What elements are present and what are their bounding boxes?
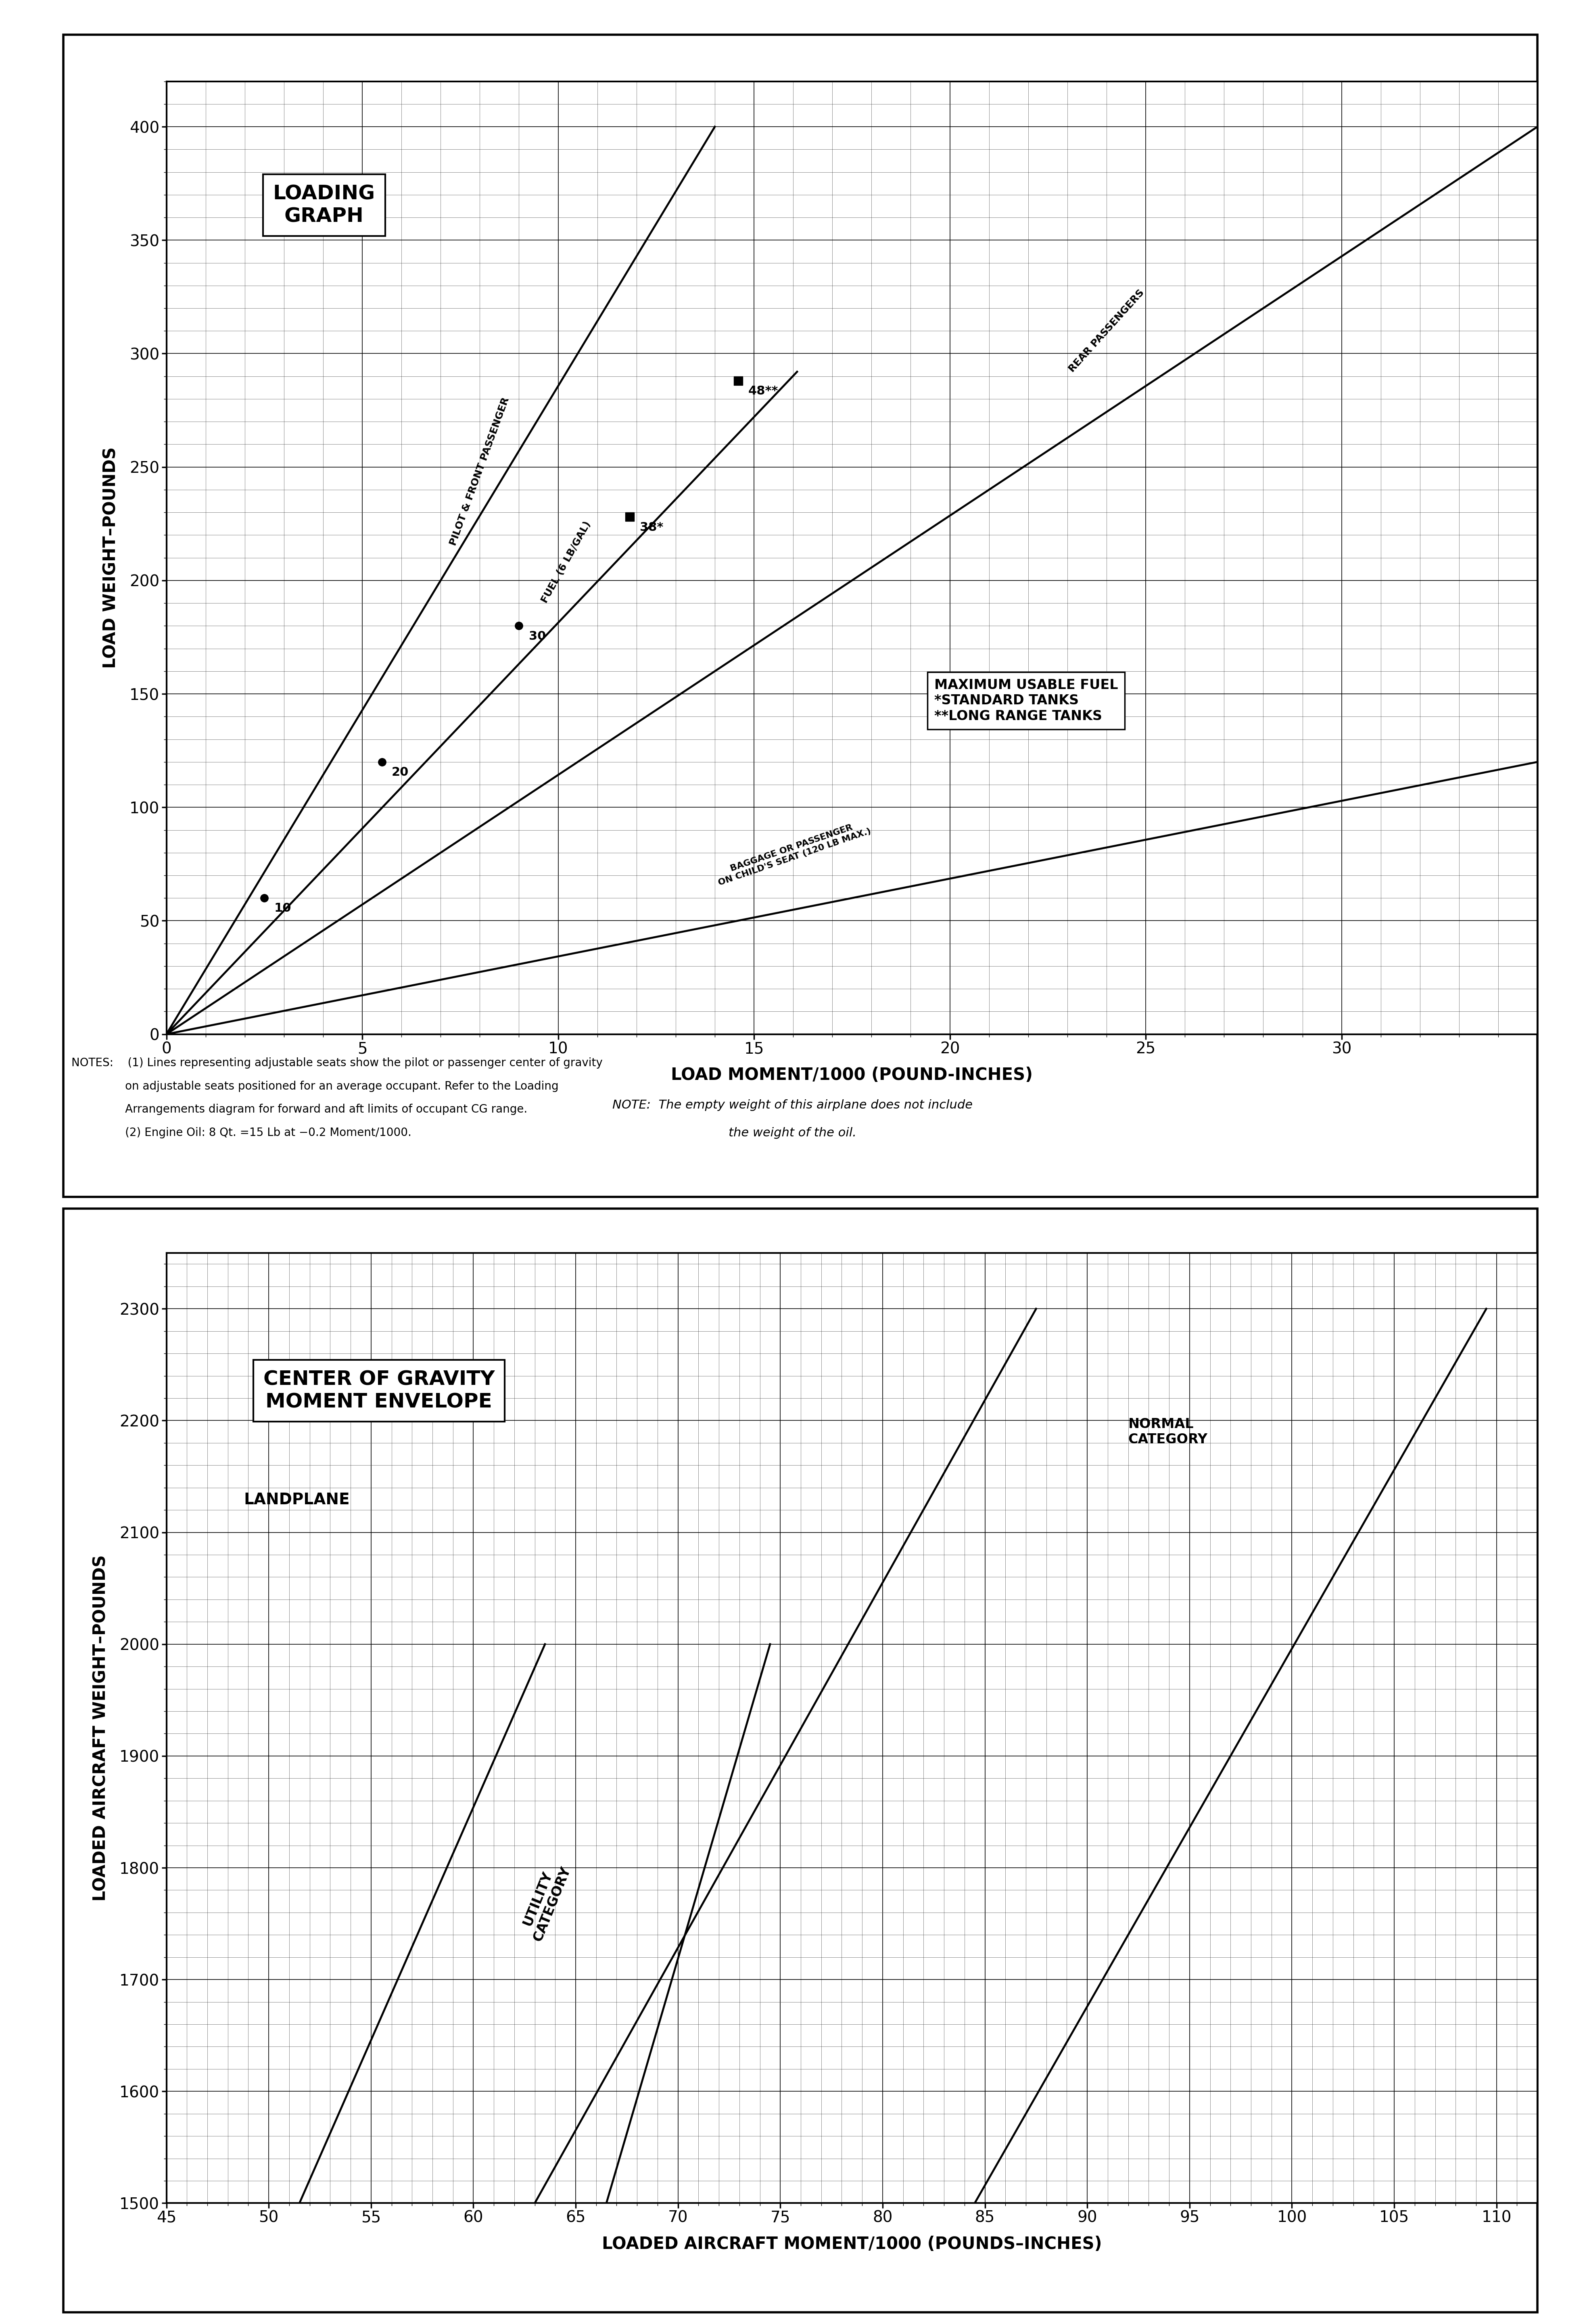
Y-axis label: LOAD WEIGHT–POUNDS: LOAD WEIGHT–POUNDS bbox=[103, 446, 119, 669]
Text: CENTER OF GRAVITY
MOMENT ENVELOPE: CENTER OF GRAVITY MOMENT ENVELOPE bbox=[263, 1369, 495, 1411]
X-axis label: LOAD MOMENT/1000 (POUND-INCHES): LOAD MOMENT/1000 (POUND-INCHES) bbox=[670, 1067, 1033, 1083]
Text: REAR PASSENGERS: REAR PASSENGERS bbox=[1067, 288, 1146, 374]
Text: 30: 30 bbox=[529, 630, 545, 641]
Text: FUEL (6 LB/GAL): FUEL (6 LB/GAL) bbox=[539, 521, 593, 604]
Text: NOTE:  The empty weight of this airplane does not include: NOTE: The empty weight of this airplane … bbox=[612, 1099, 973, 1111]
Text: UTILITY
CATEGORY: UTILITY CATEGORY bbox=[517, 1859, 574, 1943]
Text: LANDPLANE: LANDPLANE bbox=[244, 1492, 350, 1508]
Text: 10: 10 bbox=[274, 902, 292, 913]
Text: BAGGAGE OR PASSENGER
ON CHILD'S SEAT (120 LB MAX.): BAGGAGE OR PASSENGER ON CHILD'S SEAT (12… bbox=[715, 818, 872, 888]
Text: LOADING
GRAPH: LOADING GRAPH bbox=[273, 184, 376, 225]
Text: on adjustable seats positioned for an average occupant. Refer to the Loading: on adjustable seats positioned for an av… bbox=[71, 1081, 558, 1092]
Text: 20: 20 bbox=[391, 767, 409, 779]
Text: MAXIMUM USABLE FUEL
*STANDARD TANKS
**LONG RANGE TANKS: MAXIMUM USABLE FUEL *STANDARD TANKS **LO… bbox=[934, 679, 1117, 723]
Text: the weight of the oil.: the weight of the oil. bbox=[729, 1127, 856, 1139]
Text: NOTES:    (1) Lines representing adjustable seats show the pilot or passenger ce: NOTES: (1) Lines representing adjustable… bbox=[71, 1057, 602, 1069]
X-axis label: LOADED AIRCRAFT MOMENT/1000 (POUNDS–INCHES): LOADED AIRCRAFT MOMENT/1000 (POUNDS–INCH… bbox=[602, 2236, 1102, 2252]
Text: (2) Engine Oil: 8 Qt. =15 Lb at −0.2 Moment/1000.: (2) Engine Oil: 8 Qt. =15 Lb at −0.2 Mom… bbox=[71, 1127, 412, 1139]
Text: Arrangements diagram for forward and aft limits of occupant CG range.: Arrangements diagram for forward and aft… bbox=[71, 1104, 528, 1116]
Text: NORMAL
CATEGORY: NORMAL CATEGORY bbox=[1129, 1418, 1208, 1446]
Y-axis label: LOADED AIRCRAFT WEIGHT–POUNDS: LOADED AIRCRAFT WEIGHT–POUNDS bbox=[92, 1555, 109, 1901]
Text: PILOT & FRONT PASSENGER: PILOT & FRONT PASSENGER bbox=[449, 395, 512, 546]
Text: 38*: 38* bbox=[640, 521, 663, 532]
Text: 48**: 48** bbox=[748, 386, 778, 397]
